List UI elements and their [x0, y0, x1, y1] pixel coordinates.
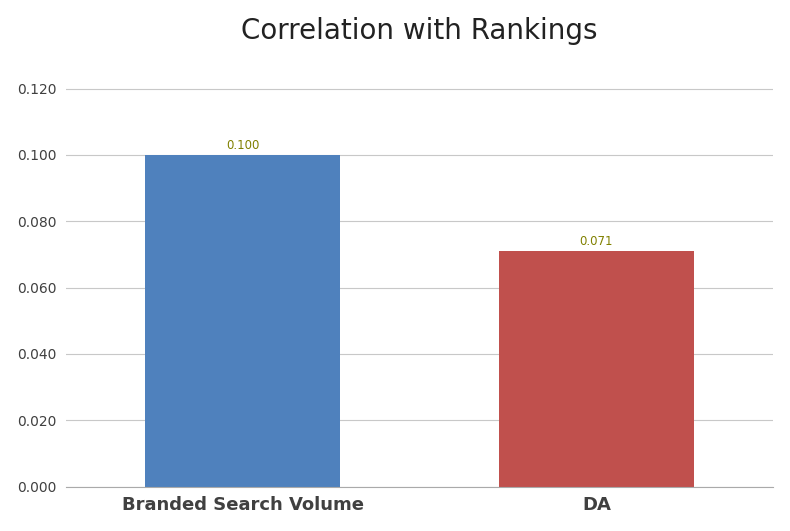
Bar — [499, 251, 694, 486]
Text: 0.100: 0.100 — [226, 139, 259, 152]
Title: Correlation with Rankings: Correlation with Rankings — [242, 16, 598, 45]
Text: 0.071: 0.071 — [580, 235, 613, 249]
Bar — [145, 155, 340, 486]
